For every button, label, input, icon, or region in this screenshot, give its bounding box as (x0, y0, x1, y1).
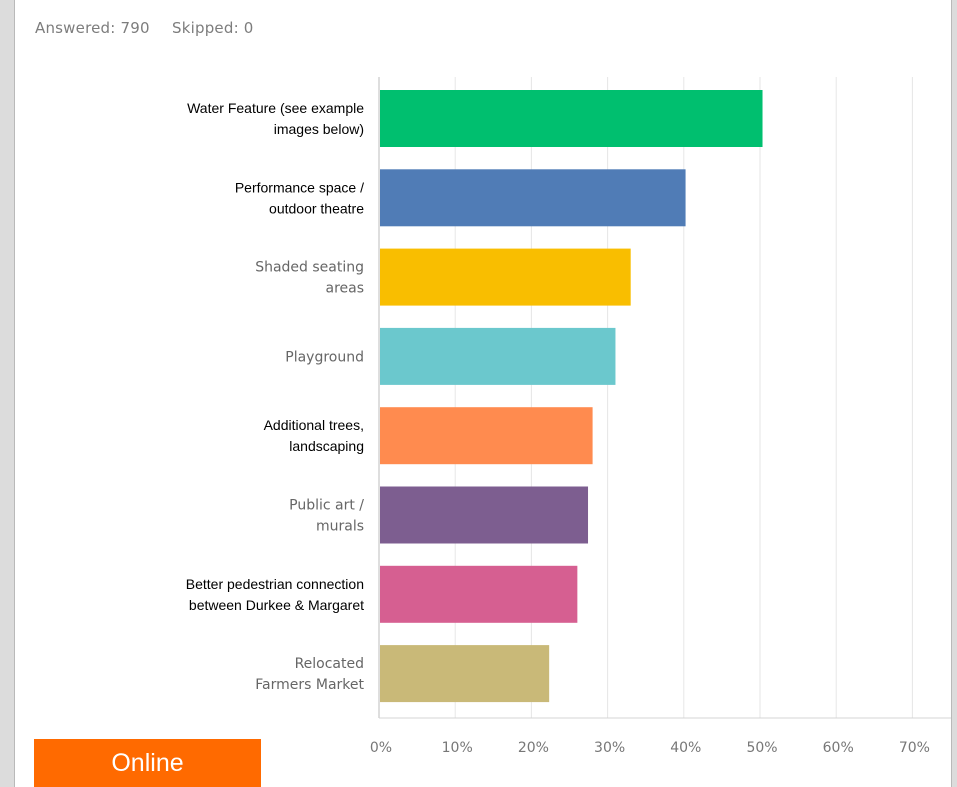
bar-chart: 0% 10% 20% 30% 40% 50% 60% 70% Water Feature (se… (186, 77, 951, 756)
skipped-count: Skipped: 0 (172, 19, 254, 37)
x-tick-label: 0% (370, 740, 392, 756)
bar (380, 169, 686, 227)
category-label: murals (316, 519, 364, 535)
chart-panel: Answered: 790 Skipped: 0 0% 10% 20% 30% 40% 5… (14, 0, 952, 787)
category-label: Playground (285, 349, 364, 365)
bar (380, 248, 631, 306)
category-label: landscaping (289, 438, 364, 454)
category-label: outdoor theatre (269, 200, 364, 216)
category-label: Public art / (289, 498, 364, 514)
x-tick-label: 70% (899, 740, 930, 756)
bar (380, 407, 593, 465)
answered-count: Answered: 790 (35, 19, 150, 37)
category-label: Relocated (295, 656, 364, 672)
x-tick-label: 20% (518, 740, 549, 756)
bar (380, 90, 763, 147)
x-tick-label: 50% (746, 740, 777, 756)
category-label: Shaded seating (255, 260, 364, 276)
category-label: Performance space / (235, 179, 364, 195)
category-label: areas (325, 281, 364, 297)
category-label: Farmers Market (255, 677, 364, 693)
category-label: Better pedestrian connection (186, 576, 364, 592)
category-label: between Durkee & Margaret (189, 597, 364, 613)
bar (380, 486, 589, 544)
category-label: images below) (274, 121, 364, 137)
bar (380, 645, 550, 703)
category-label: Additional trees, (264, 417, 364, 433)
x-tick-label: 30% (594, 740, 625, 756)
x-tick-label: 10% (442, 740, 473, 756)
x-tick-label: 60% (823, 740, 854, 756)
bar (380, 565, 578, 623)
online-badge: Online (34, 739, 261, 787)
bar (380, 327, 616, 385)
x-tick-label: 40% (670, 740, 701, 756)
category-label: Water Feature (see example (187, 100, 364, 116)
